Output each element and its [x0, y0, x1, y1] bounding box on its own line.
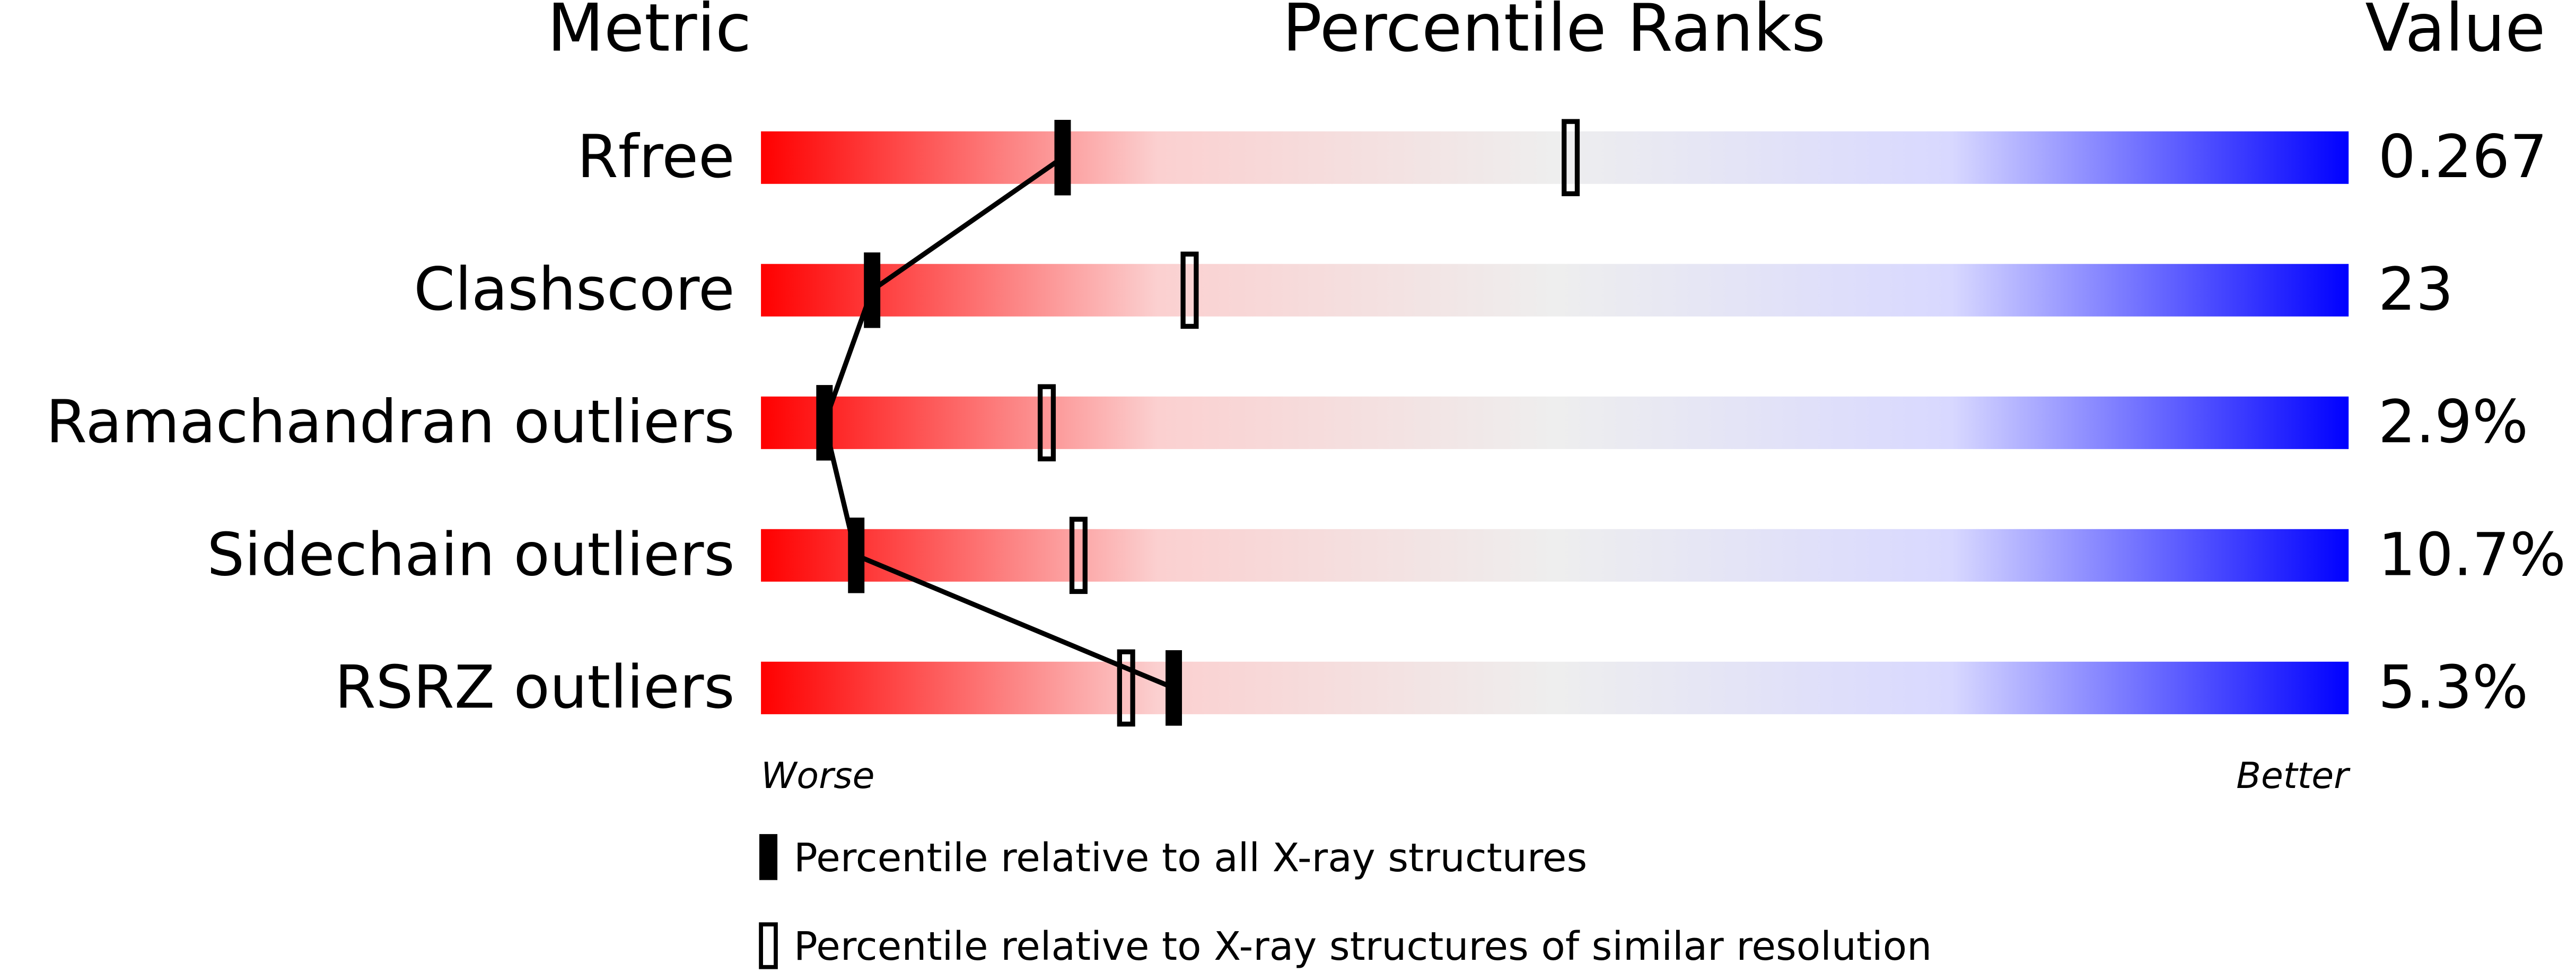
- chart-title: Percentile Ranks: [1282, 0, 1825, 67]
- percentile-bar: [761, 661, 2349, 714]
- marker-hollow: [1069, 516, 1088, 594]
- metric-value: 5.3%: [2378, 653, 2528, 722]
- marker-filled: [1166, 650, 1182, 726]
- metric-label: Rfree: [577, 123, 734, 191]
- metric-label: Clashscore: [414, 256, 734, 324]
- percentile-bar: [761, 529, 2349, 582]
- marker-hollow: [1117, 649, 1135, 727]
- legend-label: Percentile relative to all X-ray structu…: [794, 835, 1587, 881]
- metric-value: 2.9%: [2378, 388, 2528, 457]
- metric-value: 0.267: [2378, 123, 2547, 191]
- metric-label: Ramachandran outliers: [46, 388, 735, 457]
- metric-value: 10.7%: [2378, 521, 2566, 589]
- marker-filled: [816, 385, 833, 461]
- legend-marker: [759, 922, 778, 969]
- metric-label: RSRZ outliers: [335, 653, 734, 722]
- metric-value: 23: [2378, 256, 2454, 324]
- better-label: Better: [2236, 755, 2351, 797]
- marker-filled: [848, 518, 865, 593]
- percentile-bar: [761, 396, 2349, 449]
- marker-filled: [864, 252, 881, 328]
- metric-label: Sidechain outliers: [207, 521, 734, 589]
- percentile-bar: [761, 131, 2349, 184]
- legend-marker: [759, 834, 778, 880]
- percentile-bar: [761, 264, 2349, 317]
- marker-hollow: [1180, 251, 1199, 329]
- metric-header: Metric: [547, 0, 751, 67]
- marker-hollow: [1038, 384, 1056, 462]
- legend-label: Percentile relative to X-ray structures …: [794, 923, 1932, 969]
- marker-filled: [1054, 120, 1071, 196]
- marker-hollow: [1562, 119, 1580, 197]
- value-header: Value: [2365, 0, 2545, 67]
- worse-label: Worse: [761, 755, 874, 797]
